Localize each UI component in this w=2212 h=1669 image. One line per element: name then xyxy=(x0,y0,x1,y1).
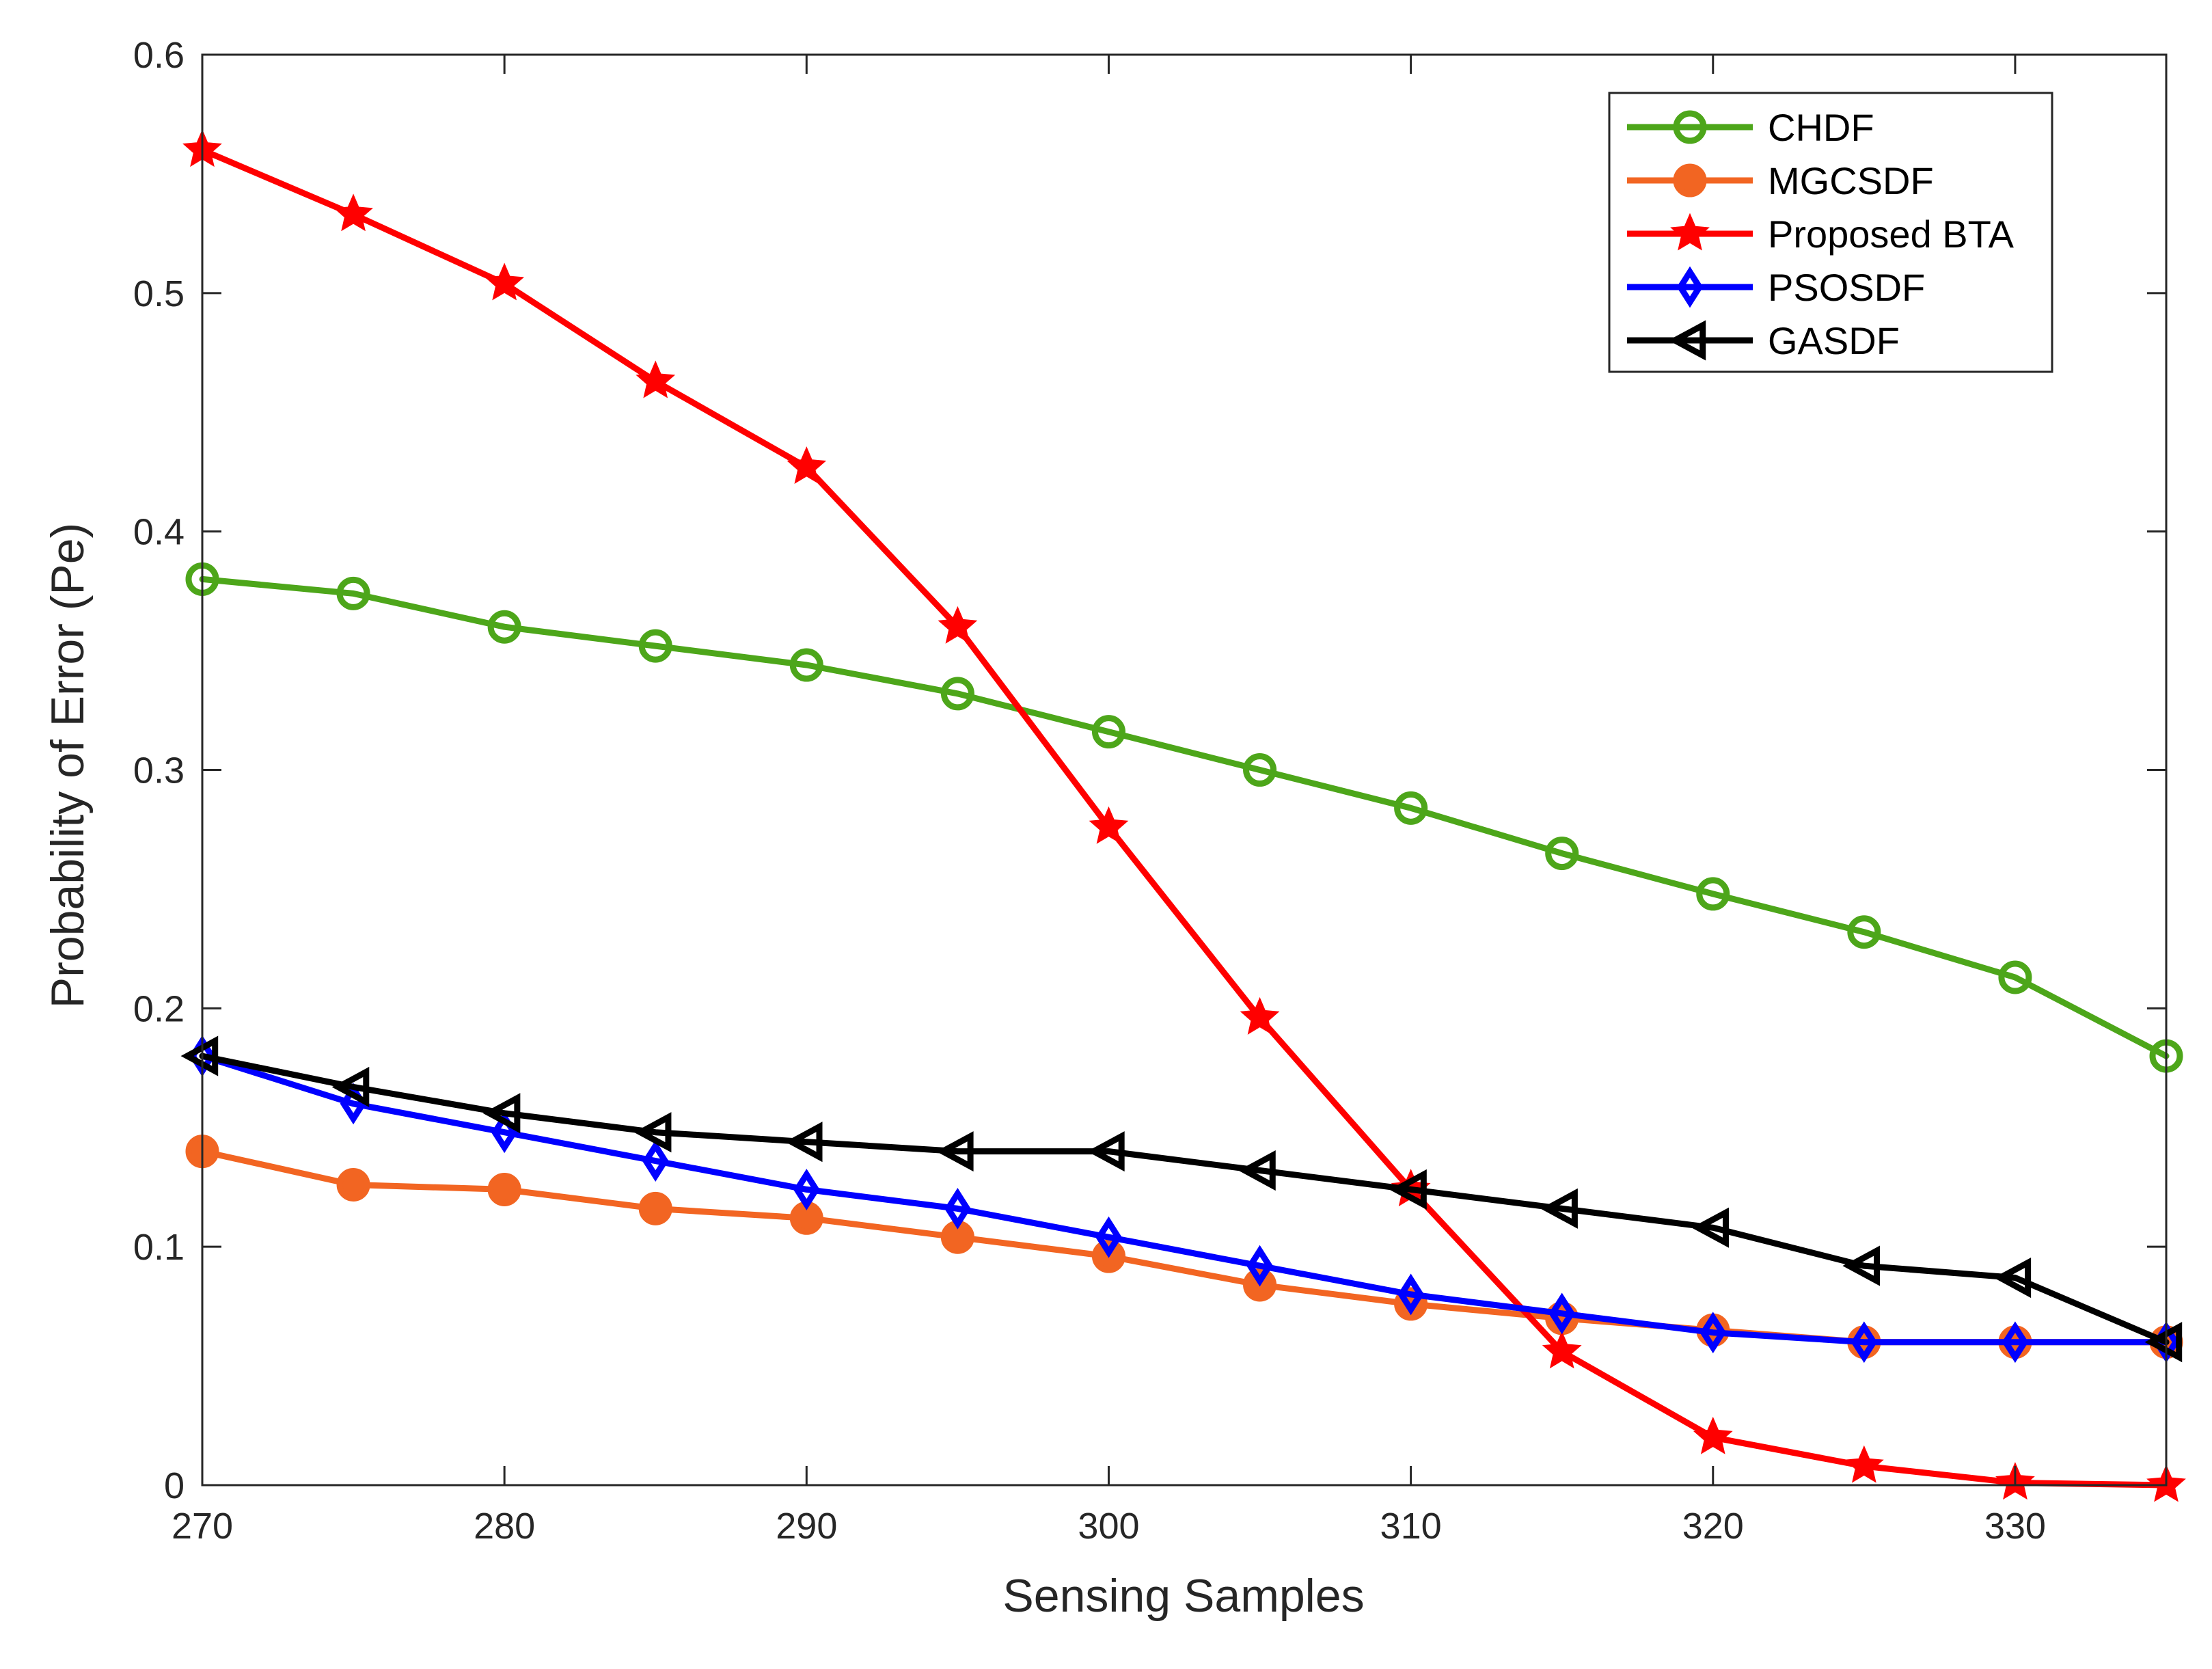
data-point-psosdf-295 xyxy=(944,1187,971,1230)
data-point-proposed-bta-285 xyxy=(636,360,676,398)
data-point-chdf-320 xyxy=(1696,877,1730,911)
legend: CHDF MGCSDF Proposed BTA PSOSDF GASDF xyxy=(1608,92,2053,373)
legend-marker-psosdf xyxy=(1676,266,1704,308)
data-point-chdf-285 xyxy=(638,629,672,663)
axes: 270 280 290 300 310 320 330 0 0.1 0.2 0.3 0.4 0.5 0.6 xyxy=(133,35,2168,1547)
legend-label-chdf: CHDF xyxy=(1768,106,1874,149)
data-point-gasdf-280 xyxy=(482,1093,521,1134)
data-point-gasdf-330 xyxy=(1993,1257,2032,1299)
plot-area xyxy=(180,129,2186,1502)
y-axis-title: Probability of Error (Pe) xyxy=(42,523,94,1008)
data-point-gasdf-300 xyxy=(1087,1131,1125,1172)
data-point-proposed-bta-325 xyxy=(1844,1445,1884,1483)
series-gasdf xyxy=(180,1035,2183,1363)
data-point-chdf-295 xyxy=(940,677,974,711)
data-point-gasdf-290 xyxy=(784,1122,823,1163)
data-point-mgcsdf-285 xyxy=(638,1191,672,1225)
x-tick-label-270: 270 xyxy=(172,1506,233,1547)
data-point-proposed-bta-275 xyxy=(333,193,373,232)
data-point-psosdf-325 xyxy=(1851,1321,1878,1363)
data-point-proposed-bta-280 xyxy=(484,262,525,301)
data-point-chdf-330 xyxy=(1998,960,2032,994)
series-line-psosdf xyxy=(199,1053,2170,1346)
legend-label-gasdf: GASDF xyxy=(1768,319,1900,362)
data-point-gasdf-275 xyxy=(331,1066,370,1107)
data-point-chdf-290 xyxy=(789,648,823,682)
data-point-mgcsdf-280 xyxy=(487,1172,521,1206)
x-tick-label-300: 300 xyxy=(1078,1506,1139,1547)
y-tick-label-0.4: 0.4 xyxy=(133,512,185,553)
data-point-chdf-305 xyxy=(1243,753,1277,787)
data-point-proposed-bta-300 xyxy=(1089,806,1129,844)
legend-marker-gasdf xyxy=(1668,320,1706,361)
legend-label-proposed-bta: Proposed BTA xyxy=(1768,213,2015,256)
x-tick-label-310: 310 xyxy=(1380,1506,1442,1547)
data-point-chdf-325 xyxy=(1847,915,1881,949)
legend-label-psosdf: PSOSDF xyxy=(1768,266,1925,309)
data-point-psosdf-285 xyxy=(642,1140,669,1182)
series-line-chdf xyxy=(199,575,2170,1059)
y-tick-label-0.6: 0.6 xyxy=(133,35,185,76)
data-point-psosdf-330 xyxy=(2002,1321,2029,1363)
data-point-proposed-bta-315 xyxy=(1542,1331,1582,1369)
y-tick-label-0.3: 0.3 xyxy=(133,750,185,791)
data-point-mgcsdf-275 xyxy=(336,1167,370,1202)
legend-label-mgcsdf: MGCSDF xyxy=(1768,159,1934,202)
legend-marker-proposed-bta xyxy=(1670,213,1710,251)
data-point-psosdf-310 xyxy=(1397,1273,1424,1316)
data-point-gasdf-315 xyxy=(1540,1188,1578,1229)
data-point-gasdf-285 xyxy=(633,1112,672,1153)
data-point-proposed-bta-295 xyxy=(938,606,978,644)
legend-entry-psosdf: PSOSDF xyxy=(1627,266,1925,309)
series-line-proposed-bta xyxy=(199,147,2170,1489)
x-tick-label-320: 320 xyxy=(1682,1506,1744,1547)
series-line-gasdf xyxy=(199,1053,2170,1346)
data-point-psosdf-300 xyxy=(1095,1216,1122,1258)
y-tick-label-0.1: 0.1 xyxy=(133,1227,185,1268)
data-point-gasdf-305 xyxy=(1238,1150,1276,1191)
data-point-proposed-bta-290 xyxy=(787,446,827,485)
data-point-gasdf-270 xyxy=(180,1035,219,1076)
x-axis-title: Sensing Samples xyxy=(1002,1570,1364,1622)
data-point-psosdf-315 xyxy=(1548,1292,1576,1335)
legend-entry-chdf: CHDF xyxy=(1627,106,1874,149)
data-point-chdf-315 xyxy=(1545,837,1579,871)
data-point-gasdf-320 xyxy=(1691,1207,1729,1248)
legend-entry-gasdf: GASDF xyxy=(1627,319,1900,362)
data-point-gasdf-335 xyxy=(2144,1322,2183,1363)
data-point-chdf-310 xyxy=(1394,791,1428,825)
y-tick-label-0: 0 xyxy=(164,1465,185,1506)
data-point-proposed-bta-305 xyxy=(1240,996,1280,1035)
legend-entry-proposed-bta: Proposed BTA xyxy=(1627,213,2015,256)
x-tick-label-290: 290 xyxy=(776,1506,837,1547)
legend-entry-mgcsdf: MGCSDF xyxy=(1627,159,1934,202)
x-tick-label-280: 280 xyxy=(474,1506,535,1547)
data-point-chdf-280 xyxy=(487,610,521,644)
legend-marker-mgcsdf xyxy=(1673,163,1707,198)
data-point-gasdf-310 xyxy=(1389,1169,1427,1210)
x-tick-label-330: 330 xyxy=(1984,1506,2046,1547)
y-tick-label-0.5: 0.5 xyxy=(133,273,185,314)
data-point-proposed-bta-320 xyxy=(1693,1416,1733,1454)
data-point-psosdf-305 xyxy=(1246,1245,1273,1287)
data-point-psosdf-290 xyxy=(793,1169,820,1210)
data-point-chdf-275 xyxy=(336,576,370,610)
data-point-chdf-300 xyxy=(1091,715,1125,749)
data-point-gasdf-325 xyxy=(1842,1245,1881,1286)
legend-marker-chdf xyxy=(1673,110,1707,144)
y-tick-label-0.2: 0.2 xyxy=(133,988,185,1029)
data-point-gasdf-295 xyxy=(936,1131,974,1172)
data-point-psosdf-320 xyxy=(1699,1312,1727,1354)
